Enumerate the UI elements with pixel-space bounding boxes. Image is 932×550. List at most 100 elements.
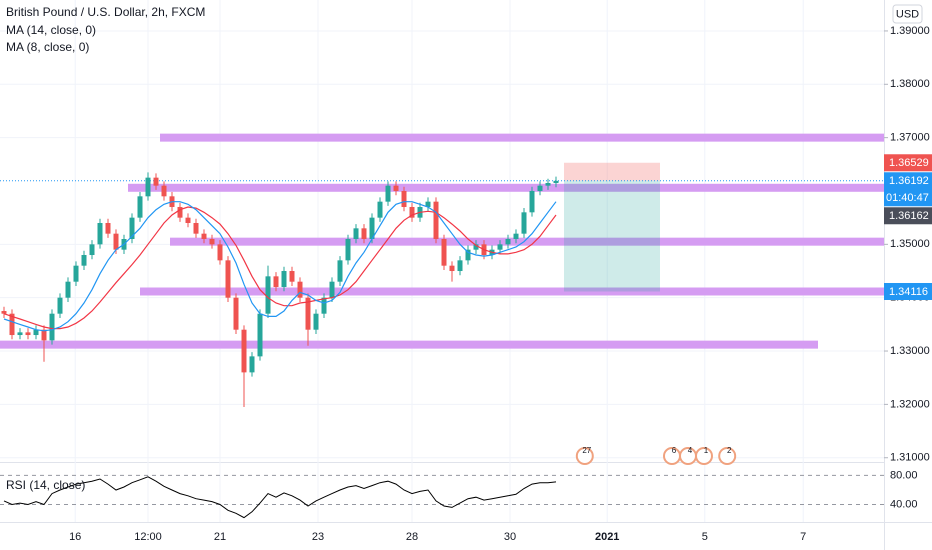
candle-body xyxy=(361,228,367,240)
candle-body xyxy=(321,297,327,314)
candle-body xyxy=(537,185,543,191)
candle-body xyxy=(177,206,183,218)
candle-body xyxy=(281,271,287,288)
candle-body xyxy=(313,313,319,330)
legend-ma8: MA (8, close, 0) xyxy=(6,40,89,54)
event-label: 2 xyxy=(727,446,732,455)
candle-body xyxy=(377,201,383,218)
price-label-bg xyxy=(884,207,932,225)
candle-body xyxy=(129,217,135,240)
candle-body xyxy=(17,332,23,336)
support-resistance-zone xyxy=(160,133,884,142)
candle-body xyxy=(297,281,303,298)
x-tick-label: 23 xyxy=(312,531,324,543)
rsi-title: RSI (14, close) xyxy=(6,478,85,492)
price-label-bg xyxy=(884,154,932,172)
candle-body xyxy=(233,297,239,330)
x-tick-label: 30 xyxy=(504,531,516,543)
candle-body xyxy=(57,297,63,314)
y-tick-label: 1.39000 xyxy=(890,25,930,37)
candle-body xyxy=(337,260,343,282)
candle-body xyxy=(65,281,71,298)
candle-body xyxy=(257,313,263,357)
candle-body xyxy=(441,239,447,266)
candle-body xyxy=(225,260,231,298)
candle-body xyxy=(369,217,375,240)
y-tick-label: 1.32000 xyxy=(890,398,930,410)
y-tick-label: 1.31000 xyxy=(890,452,930,464)
event-label: 4 xyxy=(688,446,693,455)
x-tick-label: 2021 xyxy=(595,531,619,543)
x-tick-label: 28 xyxy=(406,531,418,543)
candle-body xyxy=(33,329,39,336)
candle-body xyxy=(449,265,455,272)
candle-body xyxy=(465,249,471,261)
price-label: 1.36529 xyxy=(889,157,929,169)
candle-body xyxy=(9,313,15,336)
candle-body xyxy=(209,239,215,245)
stop-zone xyxy=(564,162,660,181)
support-resistance-zone xyxy=(0,340,818,349)
candle-body xyxy=(1,311,7,314)
chart-title: British Pound / U.S. Dollar, 2h, FXCM xyxy=(6,5,205,19)
price-label: 1.34116 xyxy=(889,286,928,298)
legend-ma14: MA (14, close, 0) xyxy=(6,23,96,37)
x-tick-label: 12:00 xyxy=(134,531,162,543)
candle-body xyxy=(265,276,271,314)
candle-body xyxy=(193,222,199,234)
support-resistance-zone xyxy=(128,183,884,192)
x-tick-label: 21 xyxy=(214,531,226,543)
price-label-bg xyxy=(884,172,932,207)
candle-body xyxy=(241,329,247,373)
candle-body xyxy=(457,260,463,272)
event-label: 1 xyxy=(704,446,709,455)
candle-body xyxy=(153,177,159,186)
candle-body xyxy=(249,356,255,373)
candle-body xyxy=(473,244,479,250)
candle-body xyxy=(217,244,223,261)
candle-body xyxy=(521,212,527,234)
candle-body xyxy=(25,332,31,336)
candle-body xyxy=(433,201,439,240)
candle-body xyxy=(545,182,551,186)
y-tick-label: 1.35000 xyxy=(890,238,930,250)
event-label: 27 xyxy=(582,446,591,455)
candle-body xyxy=(185,217,191,223)
candle-body xyxy=(161,185,167,197)
price-label: 1.36192 xyxy=(889,175,929,187)
candle-body xyxy=(273,276,279,288)
candle-body xyxy=(409,206,415,218)
moving-average-line xyxy=(3,201,557,332)
candle-body xyxy=(393,185,399,191)
currency[interactable]: USD xyxy=(896,8,919,20)
candle-body xyxy=(289,271,295,282)
candle-body xyxy=(41,329,47,341)
currency-button[interactable] xyxy=(892,4,923,24)
rsi-tick-label: 80.00 xyxy=(890,469,918,481)
candle-body xyxy=(553,180,559,183)
support-resistance-zone xyxy=(170,237,884,246)
candle-body xyxy=(89,244,95,256)
candle-body xyxy=(385,185,391,202)
y-tick-label: 1.38000 xyxy=(890,78,930,90)
candle-body xyxy=(201,233,207,240)
x-tick-label: 5 xyxy=(702,531,708,543)
candle-body xyxy=(401,190,407,207)
candle-body xyxy=(529,190,535,213)
candle-body xyxy=(345,239,351,261)
candle-body xyxy=(145,177,151,197)
support-resistance-zone xyxy=(140,287,884,296)
event-marker xyxy=(575,447,594,465)
candle-body xyxy=(305,297,311,330)
price-label: 1.36162 xyxy=(889,210,929,222)
candle-body xyxy=(505,239,511,245)
x-tick-label: 7 xyxy=(800,531,806,543)
rsi-tick-label: 40.00 xyxy=(890,498,918,510)
candle-body xyxy=(81,255,87,266)
candle-body xyxy=(497,244,503,250)
candle-body xyxy=(97,222,103,245)
target-zone xyxy=(564,180,660,292)
